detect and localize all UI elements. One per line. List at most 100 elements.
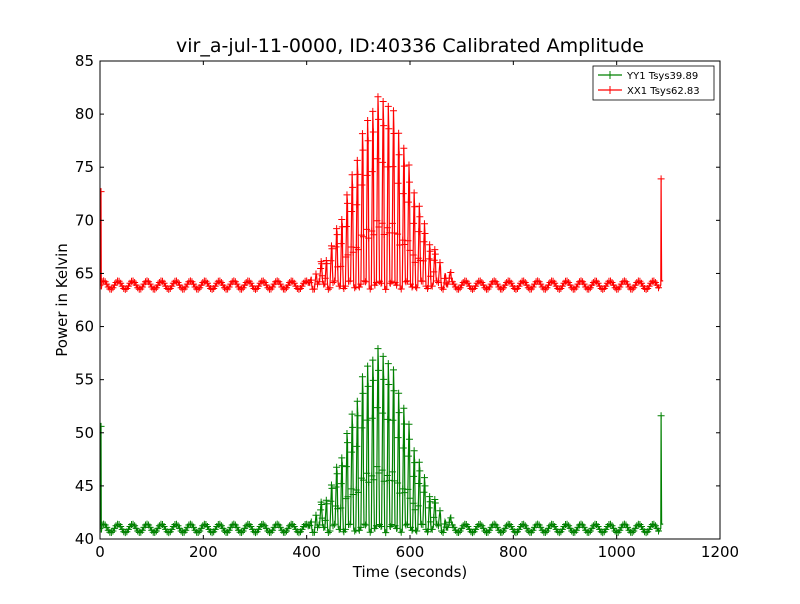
data-point (134, 284, 142, 292)
data-point (112, 278, 120, 286)
data-point (347, 243, 355, 251)
data-point (433, 520, 441, 528)
data-point (424, 284, 432, 292)
data-point (410, 447, 418, 455)
data-point (415, 479, 423, 487)
data-point (404, 237, 412, 245)
data-point (498, 529, 506, 537)
data-point (326, 527, 334, 535)
data-point (199, 522, 207, 530)
data-point (335, 525, 343, 533)
data-point (107, 285, 115, 293)
data-point (374, 345, 382, 353)
data-point (363, 416, 371, 424)
data-point (382, 529, 390, 537)
data-point (396, 241, 404, 249)
data-point (323, 260, 331, 268)
data-point (348, 448, 356, 456)
data-point (589, 278, 597, 286)
series-markers-0 (100, 345, 665, 537)
data-point (221, 284, 229, 292)
data-point (370, 476, 378, 484)
data-point (408, 283, 416, 291)
data-point (379, 409, 387, 417)
data-point (389, 107, 397, 115)
data-point (377, 279, 385, 287)
data-point (360, 277, 368, 285)
data-point (337, 240, 345, 248)
data-point (512, 285, 520, 293)
data-point (520, 277, 528, 285)
legend-marker (606, 86, 614, 94)
y-tick-label: 70 (75, 211, 94, 229)
data-point (434, 522, 442, 530)
data-point (589, 522, 597, 530)
data-point (430, 256, 438, 264)
data-point (337, 504, 345, 512)
data-point (208, 529, 216, 537)
data-point (599, 529, 607, 537)
x-axis-label: Time (seconds) (352, 563, 468, 581)
data-point (324, 285, 332, 293)
data-point (524, 284, 532, 292)
y-tick-label: 55 (75, 371, 94, 389)
legend: YY1 Tsys39.89 XX1 Tsys62.83 (592, 65, 715, 101)
data-point (364, 362, 372, 370)
data-point (390, 387, 398, 395)
data-point (439, 529, 447, 537)
data-point (385, 380, 393, 388)
data-point (216, 520, 224, 528)
data-point (332, 483, 340, 491)
data-point (360, 233, 367, 241)
data-point (436, 507, 444, 515)
data-point (327, 257, 335, 265)
data-point (368, 414, 376, 422)
data-point (391, 229, 398, 237)
data-point (402, 278, 410, 286)
data-point (421, 230, 429, 238)
data-point (349, 423, 357, 431)
data-point (342, 223, 350, 231)
data-point (421, 482, 429, 490)
y-tick-label: 80 (75, 105, 94, 123)
x-tick-label: 600 (396, 543, 425, 561)
data-point (655, 527, 663, 535)
data-point (427, 518, 435, 526)
data-point (611, 284, 619, 292)
data-point (428, 282, 436, 290)
chart-title: vir_a-jul-11-0000, ID:40336 Calibrated A… (176, 35, 644, 57)
data-point (585, 529, 593, 537)
data-point (323, 500, 331, 508)
data-point (354, 412, 362, 420)
data-point (420, 238, 428, 246)
data-point (172, 520, 180, 528)
data-point (281, 285, 289, 293)
data-point (459, 522, 467, 530)
data-point (321, 274, 329, 282)
data-point (317, 264, 325, 272)
data-point (230, 520, 238, 528)
data-point (394, 230, 402, 238)
data-point (431, 250, 439, 258)
data-point (354, 246, 362, 254)
data-point (397, 528, 405, 536)
data-point (403, 277, 411, 285)
data-point (338, 454, 346, 462)
data-point (490, 520, 498, 528)
data-point (657, 175, 665, 183)
data-point (395, 409, 403, 417)
data-point (383, 224, 391, 232)
data-point (346, 277, 354, 285)
data-point (351, 527, 359, 535)
data-point (370, 231, 378, 239)
data-point (121, 285, 129, 293)
data-point (409, 499, 417, 507)
data-point (337, 480, 345, 488)
data-point (455, 529, 463, 537)
data-point (439, 285, 447, 293)
data-point (374, 366, 382, 374)
data-point (424, 528, 432, 536)
data-point (428, 525, 436, 533)
data-point (555, 285, 563, 293)
data-point (399, 190, 407, 198)
